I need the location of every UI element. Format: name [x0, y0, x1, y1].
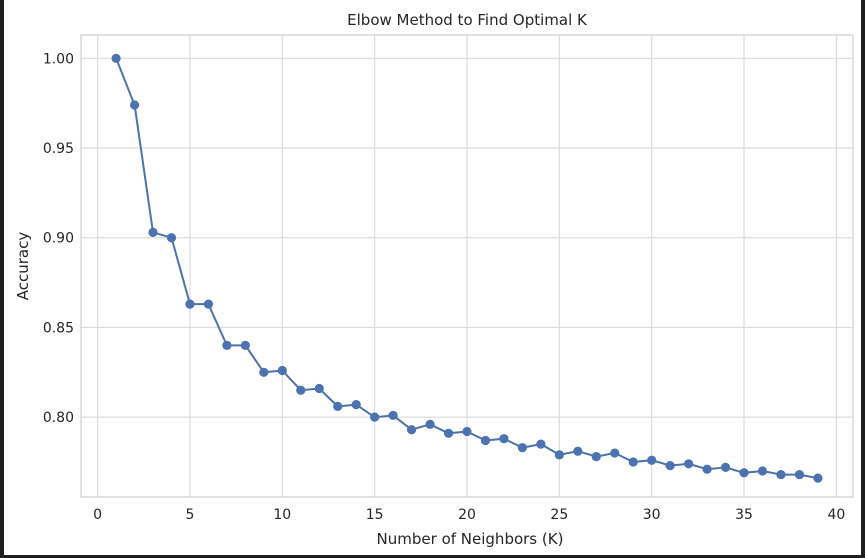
data-point [166, 233, 177, 243]
data-point [240, 340, 250, 350]
y-tick-label: 0.95 [43, 141, 74, 157]
data-point [647, 455, 657, 465]
chart-title: Elbow Method to Find Optimal K [347, 11, 588, 29]
data-point [517, 443, 528, 453]
data-point [111, 53, 121, 63]
data-point [536, 439, 546, 449]
x-tick-label: 35 [735, 507, 753, 523]
y-axis-label: Accuracy [14, 232, 32, 301]
data-point [351, 400, 361, 410]
data-point [757, 466, 768, 476]
x-tick-label: 40 [827, 507, 845, 523]
data-point [370, 412, 380, 422]
data-point [148, 227, 158, 237]
data-point [573, 446, 583, 456]
data-point [406, 425, 417, 435]
data-point [277, 365, 287, 376]
x-tick-label: 10 [273, 507, 291, 523]
data-point [702, 464, 712, 474]
data-point [203, 299, 214, 309]
data-point [776, 469, 786, 480]
y-tick-label: 0.80 [43, 410, 74, 426]
x-tick-label: 30 [643, 507, 661, 523]
y-tick-label: 1.00 [43, 51, 74, 67]
data-point [185, 299, 195, 309]
data-point [388, 410, 398, 420]
data-point [129, 100, 140, 110]
data-point [813, 473, 823, 483]
y-tick-label: 0.90 [43, 231, 74, 247]
data-point [480, 435, 491, 446]
data-point [259, 367, 269, 377]
data-point [610, 448, 620, 458]
data-point [665, 461, 675, 471]
data-point [794, 469, 805, 480]
y-tick-label: 0.85 [43, 320, 74, 336]
data-point [684, 459, 694, 469]
x-tick-label: 25 [550, 507, 568, 523]
plot-area-border [80, 34, 854, 498]
x-tick-label: 5 [186, 507, 195, 523]
x-tick-label: 20 [458, 507, 476, 523]
data-point [739, 468, 749, 478]
data-point [591, 452, 601, 462]
data-point [443, 428, 454, 438]
data-point [296, 385, 306, 395]
grid [81, 35, 853, 497]
x-tick-label: 15 [366, 507, 384, 523]
x-ticks: 0 5 10 15 20 25 30 35 40 [93, 507, 845, 523]
data-point [628, 457, 638, 467]
data-point [499, 434, 509, 444]
data-point [425, 419, 435, 429]
data-point [333, 401, 343, 411]
elbow-chart: 0 5 10 15 20 25 30 35 40 0.80 0.85 0.90 0.95 1.00 El… [14, 11, 854, 548]
y-ticks: 0.80 0.85 0.90 0.95 1.00 [43, 51, 74, 426]
data-point [222, 340, 232, 350]
data-point [314, 383, 324, 394]
accuracy-markers [111, 53, 823, 483]
data-point [554, 450, 564, 460]
data-point [462, 426, 472, 437]
data-point [720, 462, 731, 472]
x-axis-label: Number of Neighbors (K) [377, 530, 564, 548]
x-tick-label: 0 [93, 507, 102, 523]
